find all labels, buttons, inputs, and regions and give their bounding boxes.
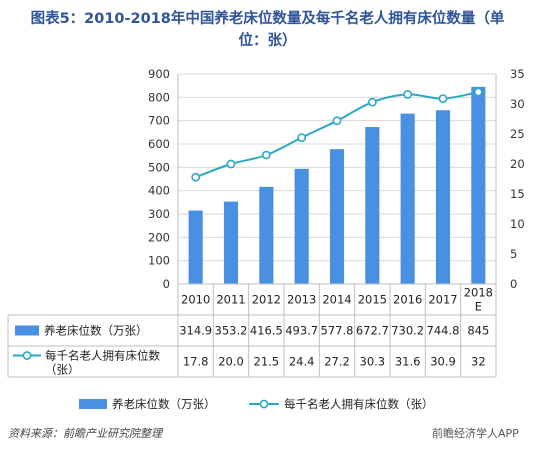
data-label: 744.8 bbox=[427, 324, 460, 338]
data-label: 577.8 bbox=[321, 324, 354, 338]
line-point bbox=[297, 133, 307, 142]
source-note: 资料来源：前瞻产业研究院整理 bbox=[8, 427, 162, 440]
data-label: 30.3 bbox=[360, 355, 386, 369]
y-right-tick-label: 0 bbox=[510, 277, 517, 291]
x-tick-label: 2010 bbox=[181, 293, 210, 307]
y-axis-left: 0 100 200 300 400 500 600 700 800 900 bbox=[148, 67, 179, 291]
y-right-tick-label: 35 bbox=[510, 67, 525, 81]
data-label: 27.2 bbox=[324, 355, 350, 369]
bar bbox=[294, 168, 309, 284]
y-right-tick-label: 10 bbox=[510, 217, 525, 231]
line-series bbox=[191, 87, 483, 182]
y-left-tick-label: 800 bbox=[148, 90, 170, 104]
line-point bbox=[261, 150, 271, 160]
data-label: 17.8 bbox=[183, 355, 209, 369]
legend-key-bar bbox=[79, 399, 107, 409]
x-tick-label: 2016 bbox=[393, 293, 422, 307]
line-point bbox=[438, 94, 448, 103]
x-tick-label: 2018 bbox=[464, 286, 493, 300]
bar bbox=[329, 149, 345, 284]
data-label: 24.4 bbox=[289, 355, 315, 369]
data-label: 31.6 bbox=[395, 355, 421, 369]
row-header-line: 每千名老人拥有床位数 bbox=[45, 349, 160, 363]
y-left-tick-label: 900 bbox=[148, 67, 170, 81]
data-label: 21.5 bbox=[254, 355, 280, 369]
chart-title-line2: 位：张） bbox=[238, 33, 297, 49]
legend: 养老床位数（万张） 每千名老人拥有床位数（张） bbox=[79, 397, 434, 411]
line-point bbox=[226, 159, 236, 169]
data-label: 845 bbox=[467, 324, 489, 338]
bar bbox=[223, 201, 239, 284]
line-point bbox=[367, 97, 377, 107]
row-header-line: （张） bbox=[45, 363, 80, 377]
x-tick-label: 2012 bbox=[252, 293, 281, 307]
y-right-tick-label: 20 bbox=[510, 157, 525, 171]
bar bbox=[365, 127, 380, 284]
data-label: 20.0 bbox=[218, 355, 244, 369]
y-left-tick-label: 400 bbox=[148, 184, 170, 198]
chart-title-line1: 图表5：2010-2018年中国养老床位数量及每千名老人拥有床位数量（单 bbox=[30, 11, 505, 27]
watermark: 前瞻经济学人APP bbox=[432, 427, 519, 440]
x-tick-label: 2011 bbox=[216, 293, 245, 307]
y-left-tick-label: 700 bbox=[148, 114, 170, 128]
bar-series bbox=[188, 86, 486, 285]
y-left-tick-label: 100 bbox=[148, 254, 170, 268]
table-key-bar bbox=[15, 325, 39, 336]
line-point bbox=[403, 90, 413, 99]
x-tick-label: 2017 bbox=[428, 293, 457, 307]
y-right-tick-label: 25 bbox=[510, 127, 525, 141]
x-tick-label: 2013 bbox=[287, 293, 316, 307]
bar bbox=[435, 110, 451, 284]
y-right-tick-label: 5 bbox=[510, 247, 517, 261]
legend-label-bar: 养老床位数（万张） bbox=[112, 397, 216, 411]
data-label: 672.7 bbox=[356, 324, 389, 338]
x-tick-label: 2015 bbox=[358, 293, 387, 307]
table-key-marker bbox=[22, 351, 32, 360]
data-label: 30.9 bbox=[430, 355, 456, 369]
y-left-tick-label: 0 bbox=[163, 277, 170, 291]
legend-label-line: 每千名老人拥有床位数（张） bbox=[284, 397, 434, 411]
bar bbox=[259, 186, 274, 284]
bar bbox=[400, 113, 415, 285]
y-left-tick-label: 600 bbox=[148, 137, 170, 151]
x-tick-label: 2014 bbox=[322, 293, 351, 307]
y-left-tick-label: 300 bbox=[148, 207, 170, 221]
data-label: 353.2 bbox=[215, 324, 248, 338]
bar bbox=[188, 210, 203, 284]
y-right-tick-label: 30 bbox=[510, 97, 525, 111]
x-tick-label: E bbox=[475, 300, 482, 314]
row-header-bar: 养老床位数（万张） bbox=[44, 324, 148, 338]
y-left-tick-label: 500 bbox=[148, 160, 170, 174]
line-point bbox=[473, 87, 483, 97]
chart-title: 图表5：2010-2018年中国养老床位数量及每千名老人拥有床位数量（单 位：张… bbox=[0, 8, 535, 52]
y-axis-right: 0 5 10 15 20 25 30 35 bbox=[495, 67, 525, 291]
data-label: 32 bbox=[471, 355, 486, 369]
y-left-tick-label: 200 bbox=[148, 230, 170, 244]
data-label: 416.5 bbox=[250, 324, 283, 338]
data-label: 730.2 bbox=[391, 324, 424, 338]
line-point bbox=[332, 116, 342, 126]
data-label: 314.9 bbox=[179, 324, 212, 338]
y-right-tick-label: 15 bbox=[510, 187, 525, 201]
data-label: 493.7 bbox=[285, 324, 318, 338]
legend-key-marker bbox=[259, 399, 269, 409]
line-point bbox=[191, 172, 201, 182]
bar bbox=[471, 86, 486, 284]
